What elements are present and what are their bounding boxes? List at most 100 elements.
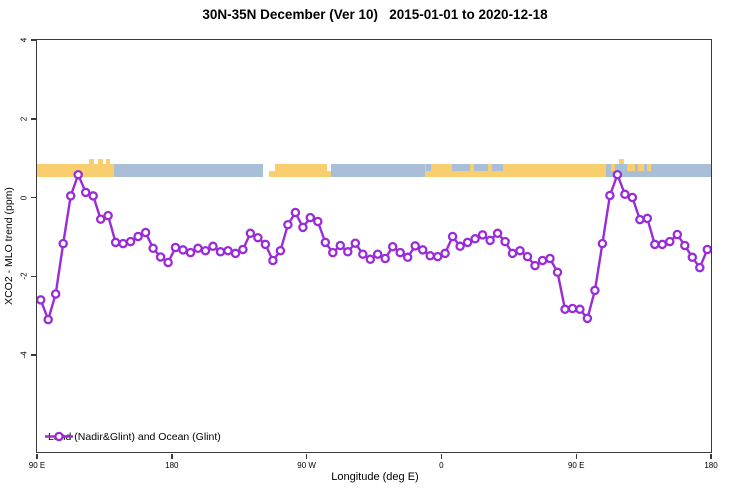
- data-point-marker: [275, 245, 286, 256]
- band-land-segment: [647, 164, 651, 171]
- data-point-marker: [530, 260, 540, 271]
- band-gap: [269, 164, 276, 171]
- data-point-marker: [133, 231, 143, 242]
- data-point-marker: [665, 236, 675, 247]
- data-point-marker: [657, 239, 668, 250]
- x-tick-mark: [575, 454, 577, 459]
- y-tick-mark: [31, 39, 36, 41]
- data-point-marker: [650, 239, 660, 250]
- data-point-marker: [118, 238, 128, 249]
- data-point-marker: [597, 238, 608, 249]
- data-point-marker: [230, 248, 241, 259]
- data-point-marker: [215, 247, 226, 257]
- chart-title: 30N-35N December (Ver 10) 2015-01-01 to …: [202, 7, 548, 22]
- data-point-marker: [320, 237, 331, 248]
- data-point-marker: [387, 241, 398, 252]
- data-point-marker: [395, 247, 405, 258]
- plot-area: Land (Nadir&Glint) and Ocean (Glint): [37, 40, 711, 452]
- band-ocean-segment: [474, 164, 488, 171]
- data-point-marker: [582, 313, 593, 324]
- data-point-marker: [200, 245, 211, 256]
- y-tick-mark: [31, 275, 36, 277]
- x-tick-mark: [440, 454, 443, 459]
- data-point-marker: [470, 234, 480, 244]
- data-point-marker: [350, 238, 361, 248]
- data-point-marker: [328, 247, 338, 258]
- data-point-marker: [155, 252, 166, 262]
- data-point-marker: [635, 214, 645, 225]
- data-point-marker: [462, 237, 473, 248]
- data-point-marker: [507, 248, 518, 259]
- data-point-marker: [620, 189, 630, 200]
- band-ocean-segment: [114, 164, 264, 177]
- data-point-marker: [687, 252, 698, 263]
- data-point-marker: [552, 267, 563, 278]
- data-point-marker: [627, 192, 638, 203]
- band-land-segment: [618, 159, 625, 164]
- data-point-marker: [298, 222, 308, 233]
- data-point-marker: [380, 253, 390, 264]
- data-point-marker: [672, 229, 683, 240]
- data-point-marker: [37, 295, 46, 305]
- x-tick-label: 180: [165, 461, 179, 470]
- band-land-segment: [610, 164, 616, 171]
- x-tick-mark: [305, 454, 308, 459]
- data-point-marker: [140, 227, 151, 238]
- data-point-marker: [358, 249, 368, 259]
- x-tick-mark: [171, 454, 173, 459]
- data-point-marker: [642, 213, 653, 224]
- band-land-segment: [638, 164, 645, 171]
- data-point-marker: [425, 251, 435, 261]
- data-point-marker: [335, 240, 346, 251]
- x-tick-label: 180: [704, 461, 718, 470]
- data-point-marker: [567, 303, 578, 314]
- data-point-marker: [612, 169, 623, 180]
- data-point-marker: [305, 212, 316, 223]
- data-point-marker: [185, 247, 196, 258]
- band-land-segment: [105, 159, 111, 164]
- x-axis-label: Longitude (deg E): [331, 471, 419, 483]
- data-point-marker: [680, 240, 690, 251]
- data-point-marker: [43, 314, 53, 325]
- x-tick-label: 0: [439, 461, 444, 470]
- data-point-marker: [485, 235, 495, 246]
- data-point-marker: [432, 251, 443, 262]
- x-tick-label: 90 E: [567, 461, 585, 470]
- band-land-segment: [269, 164, 332, 177]
- data-point-marker: [702, 244, 711, 255]
- data-point-marker: [417, 245, 428, 255]
- legend-line-marker-icon: [45, 431, 73, 442]
- data-point-marker: [73, 169, 83, 180]
- y-axis-label: XCO2 - MLO trend (ppm): [3, 187, 15, 305]
- band-ocean-segment: [426, 164, 431, 171]
- data-point-marker: [365, 254, 376, 265]
- data-point-marker: [560, 304, 570, 315]
- data-point-marker: [110, 237, 121, 248]
- data-point-marker: [537, 255, 548, 266]
- data-point-marker: [245, 228, 256, 239]
- data-point-marker: [268, 255, 278, 266]
- data-series-svg: [37, 169, 711, 325]
- band-land-segment: [627, 164, 635, 171]
- data-point-marker: [343, 247, 353, 257]
- data-point-marker: [440, 248, 450, 259]
- data-point-marker: [88, 191, 98, 201]
- data-point-marker: [590, 285, 600, 296]
- band-gap: [263, 164, 270, 177]
- band-land-segment: [37, 164, 115, 177]
- data-point-marker: [103, 210, 113, 221]
- data-point-marker: [447, 231, 458, 242]
- data-point-marker: [238, 244, 248, 255]
- data-point-marker: [695, 262, 705, 273]
- x-tick-mark: [36, 454, 38, 459]
- band-land-segment: [424, 164, 607, 177]
- band-ocean-segment: [451, 164, 470, 171]
- data-point-marker: [313, 216, 323, 227]
- data-point-marker: [80, 187, 91, 198]
- data-point-marker: [410, 241, 420, 251]
- data-point-marker: [170, 242, 181, 253]
- band-land-segment: [97, 159, 103, 164]
- data-point-marker: [95, 214, 106, 224]
- x-tick-label: 90 E: [28, 461, 46, 470]
